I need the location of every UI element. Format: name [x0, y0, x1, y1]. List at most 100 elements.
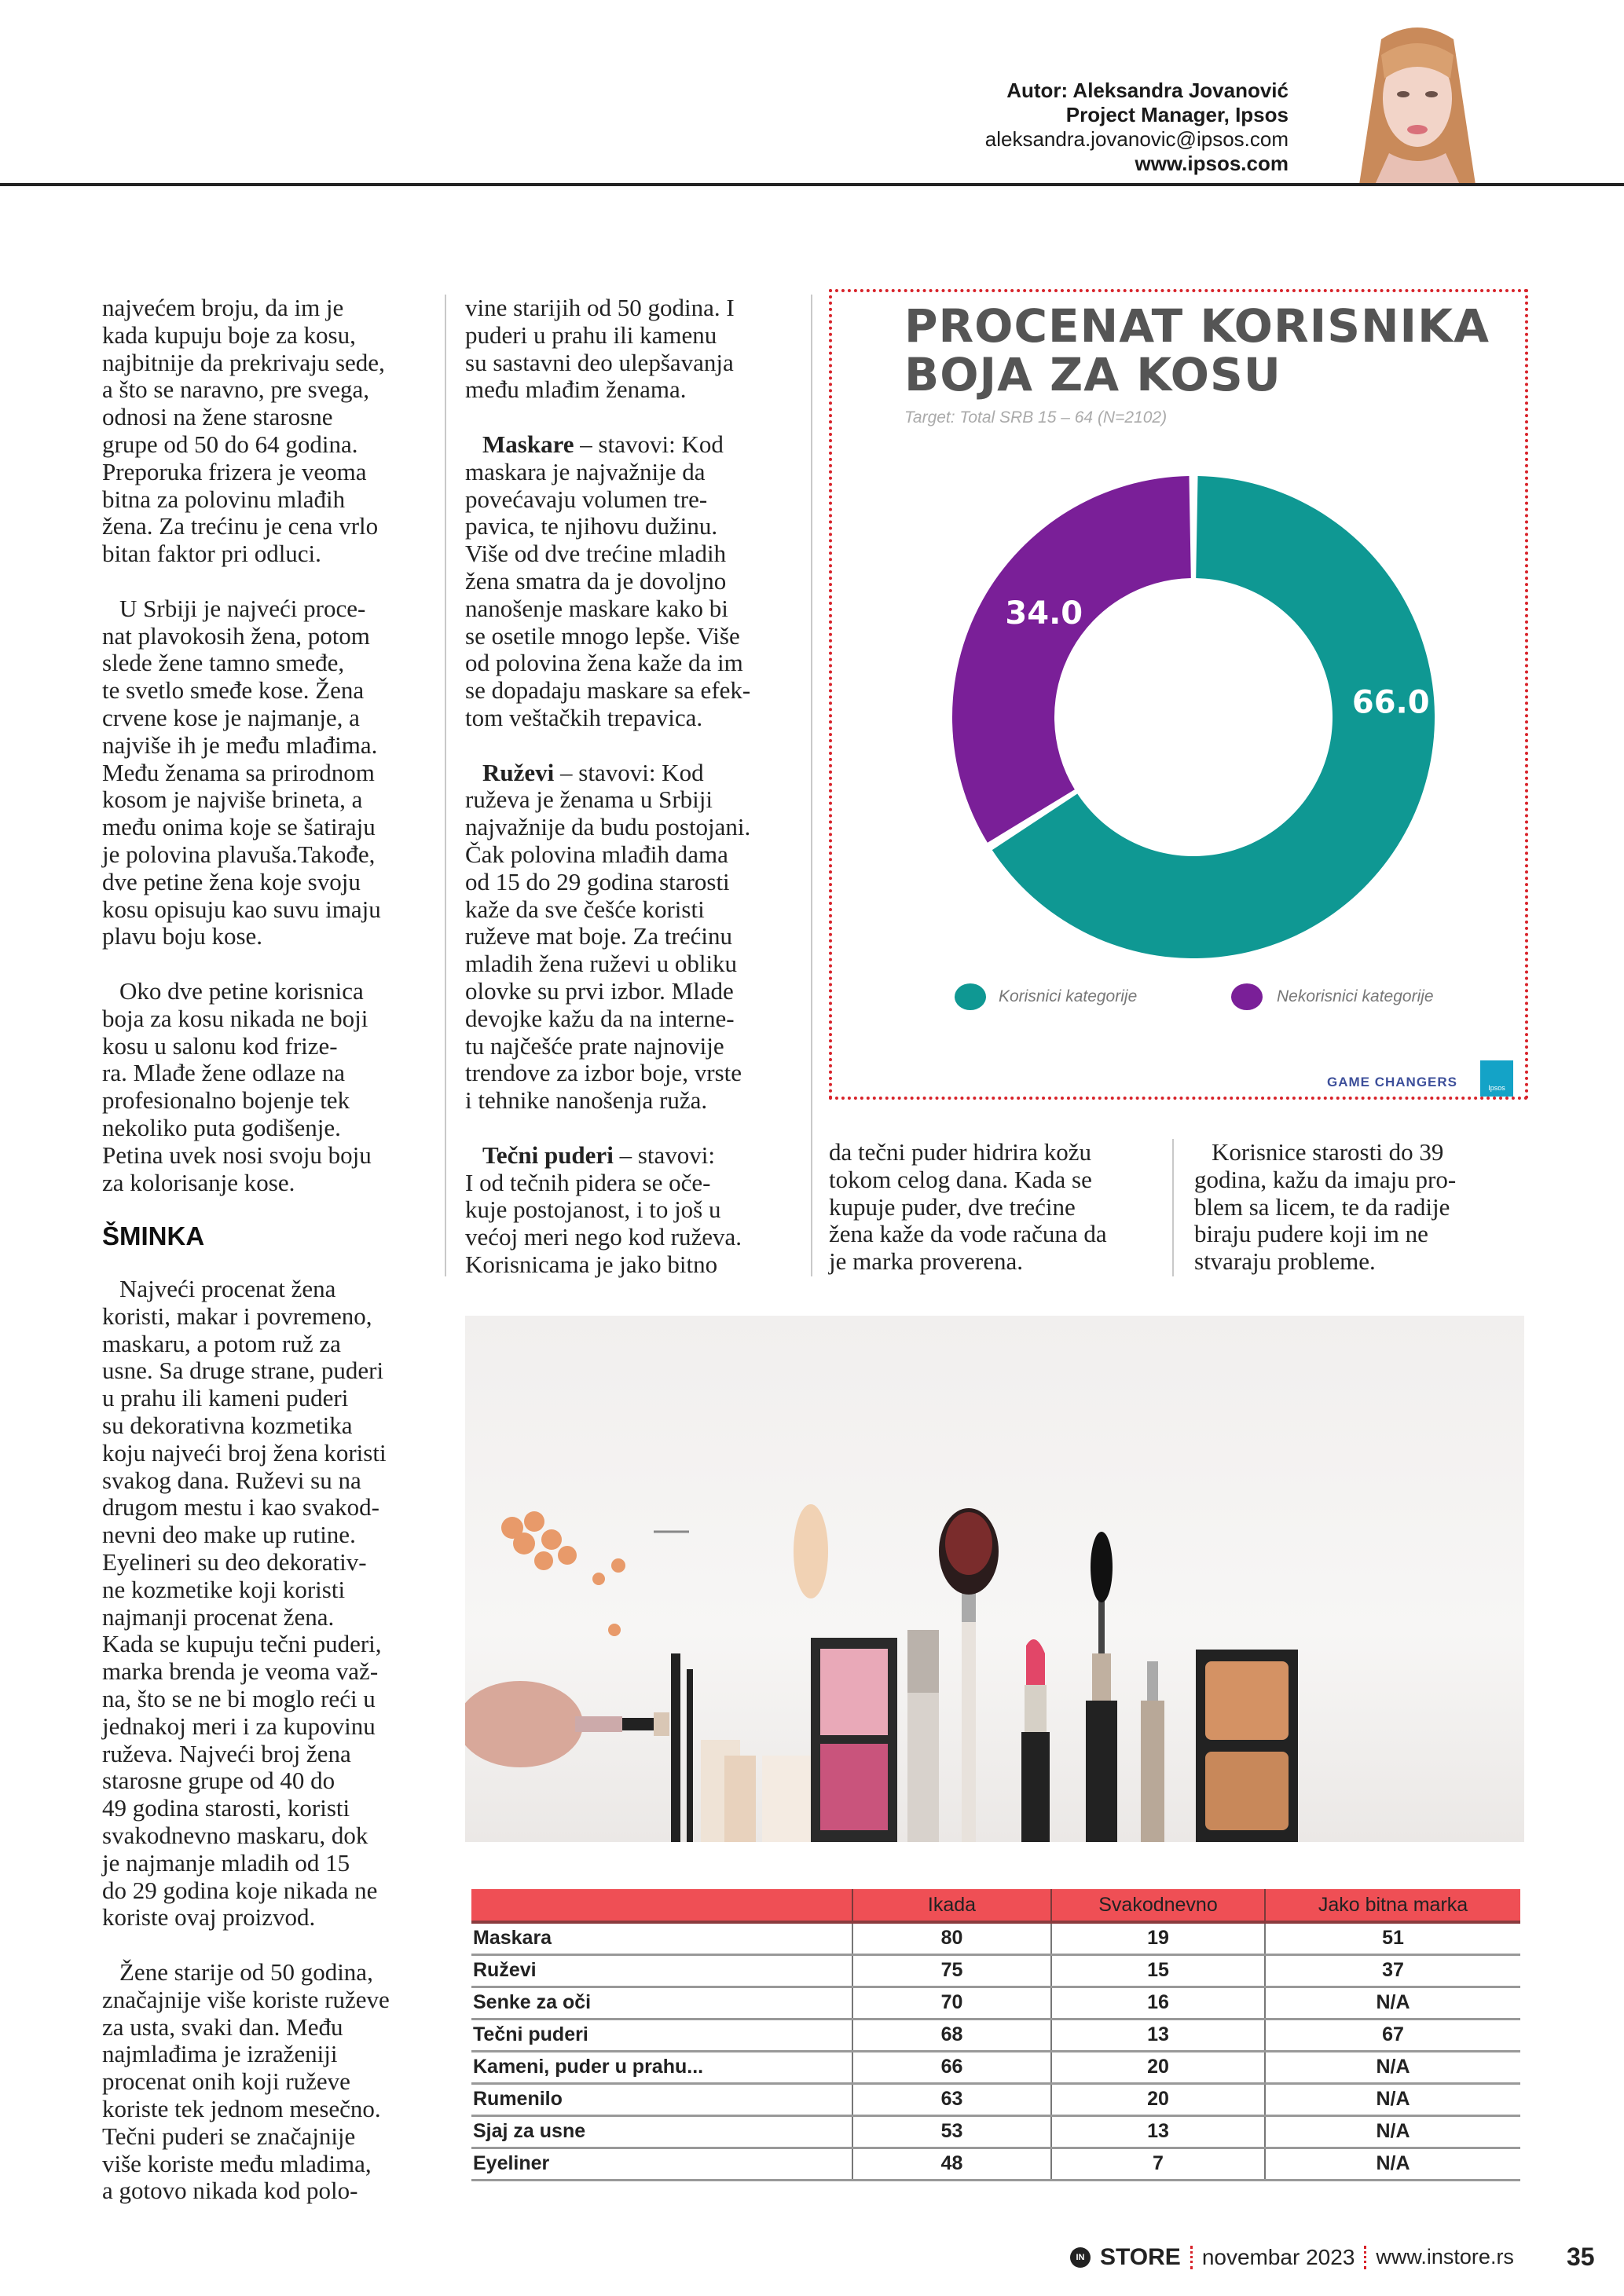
text-line: Kada se kupuju tečni puderi,: [102, 1630, 382, 1658]
text-line: Tečni puderi – stavovi:: [465, 1141, 803, 1170]
text-line: kosom je najviše brineta, a: [102, 785, 363, 814]
text-line: od polovina žena kaže da im: [465, 649, 743, 677]
table-cell: 37: [1265, 1954, 1520, 1988]
text-line: većoj meri nego kod ruževa.: [465, 1223, 742, 1251]
instore-logo-icon: IN: [1070, 2247, 1091, 2268]
text-line: Korisnicama je jako bitno: [465, 1250, 718, 1278]
text-line: više koriste među mladima,: [102, 2149, 372, 2177]
table-cell: 7: [1051, 2148, 1266, 2181]
table-cell: 68: [852, 2019, 1052, 2052]
text-line: za kolorisanje kose.: [102, 1168, 295, 1196]
donut-slice-users: [992, 476, 1435, 958]
paragraph: Maskare – stavovi: Kod maskara je najvažn…: [465, 430, 803, 732]
table-row: Eyeliner 48 7 N/A: [471, 2148, 1520, 2181]
footer-website[interactable]: www.instore.rs: [1376, 2245, 1514, 2269]
table-cell: 80: [852, 1922, 1052, 1956]
table-row: Senke za oči 70 16 N/A: [471, 1987, 1520, 2020]
cosmetics-photo: [465, 1316, 1524, 1842]
table-cell: N/A: [1265, 1987, 1520, 2020]
text-line: je polovina plavuša.Takođe,: [102, 840, 376, 868]
text-line: drugom mestu i kao svakod-: [102, 1493, 380, 1522]
paragraph-lead: Tečni puderi: [482, 1141, 614, 1169]
text-line: žena. Za trećinu je cena vrlo: [102, 512, 379, 540]
page-footer: IN STORE novembar 2023 www.instore.rs 35: [1070, 2243, 1595, 2272]
table-row: Ruževi 75 15 37: [471, 1954, 1520, 1988]
text-column-4: Korisnice starosti do 39 godina, kažu da …: [1194, 1138, 1528, 1303]
text-line: godina, kažu da imaju pro-: [1194, 1165, 1457, 1193]
paragraph: Tečni puderi – stavovi: I od tečnih pider…: [465, 1141, 803, 1279]
table-cell: 53: [852, 2115, 1052, 2149]
table-header-cell: Svakodnevno: [1051, 1889, 1266, 1924]
text-line: te svetlo smeđe kose. Žena: [102, 676, 365, 705]
author-email[interactable]: aleksandra.jovanovic@ipsos.com: [984, 127, 1289, 151]
header-rule: [0, 183, 1624, 186]
table-cell: N/A: [1265, 2051, 1520, 2085]
paragraph-lead: Ruževi: [482, 758, 555, 786]
table-header-cell: [471, 1889, 853, 1924]
text-line: tom veštačkih trepavica.: [465, 703, 703, 731]
chart-title-line: PROCENAT KORISNIKA: [904, 299, 1490, 353]
text-line: bitna za polovinu mlađih: [102, 485, 346, 513]
page-number: 35: [1566, 2243, 1595, 2271]
table-cell: 48: [852, 2148, 1052, 2181]
text-line: procenat onih koji ruževe: [102, 2067, 350, 2096]
author-photo: [1358, 24, 1477, 185]
paragraph: da tečni puder hidrira kožu tokom celog d…: [829, 1138, 1159, 1276]
text-line: Među ženama sa prirodnom: [102, 758, 375, 786]
text-line: se dopadaju maskare sa efek-: [465, 676, 751, 705]
legend-swatch-nonusers: [1231, 983, 1263, 1010]
text-line: starosne grupe od 40 do: [102, 1767, 335, 1795]
table-cell: N/A: [1265, 2115, 1520, 2149]
paragraph: Žene starije od 50 godina, značajnije viš…: [102, 1958, 432, 2205]
footer-divider: [1364, 2245, 1367, 2269]
text-line: odnosi na žene starosne: [102, 403, 333, 431]
donut-data-label: 34.0: [1005, 595, 1083, 632]
section-heading: ŠMINKA: [102, 1221, 205, 1251]
text-line: žena smatra da je dovoljno: [465, 566, 727, 595]
text-line: koju najveći broj žena koristi: [102, 1438, 387, 1467]
paragraph: Korisnice starosti do 39 godina, kažu da …: [1194, 1138, 1528, 1276]
text-line: nanošenje maskare kako bi: [465, 594, 728, 622]
text-line: Tečni puderi se značajnije: [102, 2122, 356, 2150]
table-row: Tečni puderi 68 13 67: [471, 2019, 1520, 2052]
text-line: devojke kažu da na interne-: [465, 1004, 735, 1032]
text-line: ruževa je ženama u Srbiji: [465, 785, 713, 814]
text-line: kosu u salonu kod frize-: [102, 1031, 338, 1060]
author-website[interactable]: www.ipsos.com: [1135, 152, 1289, 175]
table-cell: 67: [1265, 2019, 1520, 2052]
text-line: stvaraju probleme.: [1194, 1247, 1376, 1276]
text-line: jednakoj meri i za kupovinu: [102, 1712, 376, 1740]
table-row: Maskara 80 19 51: [471, 1922, 1520, 1956]
text-line: kosu opisuju kao suvu imaju: [102, 895, 381, 923]
text-line: Eyelineri su deo dekorativ-: [102, 1548, 367, 1576]
table-row: Kameni, puder u prahu... 66 20 N/A: [471, 2051, 1520, 2085]
text-line: povećavaju volumen tre-: [465, 485, 708, 513]
text-line: je najmanje mladih od 15: [102, 1848, 350, 1877]
text-line: olovke su prvi izbor. Mlade: [465, 976, 734, 1005]
table-row: Rumenilo 63 20 N/A: [471, 2083, 1520, 2117]
text-line: je marka proverena.: [829, 1247, 1024, 1276]
text-line-rest: – stavovi: Kod: [574, 430, 724, 458]
table-cell: 51: [1265, 1922, 1520, 1956]
table-cell: 75: [852, 1954, 1052, 1988]
row-label: Tečni puderi: [471, 2019, 853, 2052]
text-line: maskara je najvažnije da: [465, 457, 706, 485]
chart-title-line: BOJA ZA KOSU: [904, 348, 1281, 401]
text-line: maskaru, a potom ruž za: [102, 1329, 341, 1357]
text-line: najbitnije da prekrivaju sede,: [102, 348, 385, 376]
text-line: se osetile mnogo lepše. Više: [465, 621, 740, 650]
row-label: Eyeliner: [471, 2148, 853, 2181]
table-header-row: Ikada Svakodnevno Jako bitna marka: [471, 1889, 1520, 1924]
text-line: ruževa. Najveći broj žena: [102, 1739, 351, 1767]
table-header-cell: Ikada: [852, 1889, 1052, 1924]
text-line: nekoliko puta godišenje.: [102, 1113, 341, 1141]
text-line-rest: – stavovi: Kod: [554, 758, 704, 786]
hair-dye-chart: PROCENAT KORISNIKA BOJA ZA KOSU Target: …: [829, 289, 1528, 1100]
paragraph: Ruževi – stavovi: Kod ruževa je ženama u …: [465, 758, 803, 1115]
row-label: Sjaj za usne: [471, 2115, 853, 2149]
text-line: plavu boju kose.: [102, 922, 263, 950]
text-line: Ruževi – stavovi: Kod: [465, 758, 803, 787]
text-column-3: da tečni puder hidrira kožu tokom celog d…: [829, 1138, 1159, 1303]
text-line: najvažnije da budu postojani.: [465, 813, 751, 841]
text-line: kupuje puder, dve trećine: [829, 1192, 1076, 1221]
